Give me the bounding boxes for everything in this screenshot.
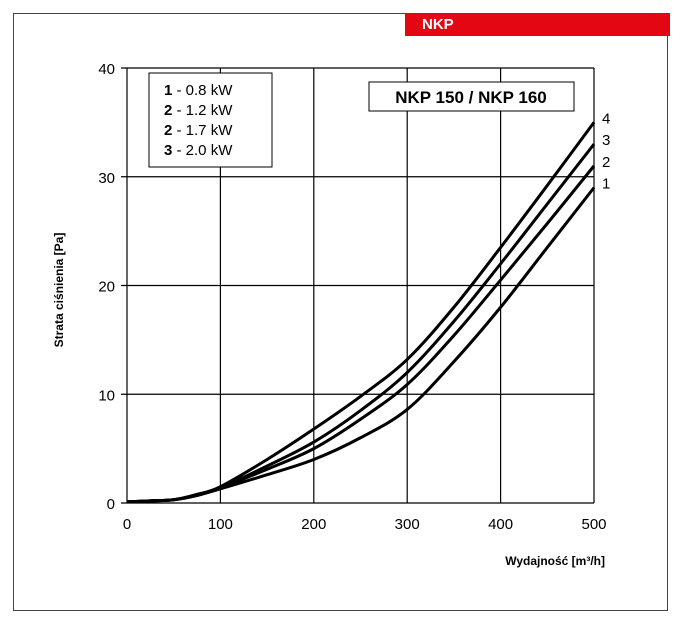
y-axis-label: Strata ciśnienia [Pa] <box>52 233 66 348</box>
y-tick-label: 0 <box>107 496 115 513</box>
legend-text: - 0.8 kW <box>172 82 233 99</box>
series-label-2: 2 <box>602 154 610 171</box>
series-label-3: 3 <box>602 132 610 149</box>
legend-entry: 3 - 2.0 kW <box>164 142 233 159</box>
x-tick-label: 300 <box>395 516 420 533</box>
chart-frame <box>13 13 668 611</box>
y-tick-label: 40 <box>98 61 115 78</box>
series-line-3 <box>126 143 596 504</box>
y-tick-label: 30 <box>98 170 115 187</box>
x-tick-label: 0 <box>123 516 131 533</box>
title-box <box>368 81 575 112</box>
series-line-4 <box>126 121 596 504</box>
y-tick-label: 10 <box>98 387 115 404</box>
x-tick-label: 200 <box>301 516 326 533</box>
series-label-4: 4 <box>602 110 610 127</box>
legend-text: - 1.7 kW <box>172 122 233 139</box>
legend-text: - 1.2 kW <box>172 102 233 119</box>
x-tick-label: 400 <box>488 516 513 533</box>
chart-title: NKP 150 / NKP 160 <box>395 88 547 107</box>
legend-number: 1 <box>164 82 172 99</box>
x-tick-label: 100 <box>208 516 233 533</box>
x-tick-label: 500 <box>581 516 606 533</box>
legend-entry: 2 - 1.2 kW <box>164 102 233 119</box>
x-axis-label: Wydajność [m³/h] <box>505 554 605 568</box>
legend-entry: 2 - 1.7 kW <box>164 122 233 139</box>
series-label-1: 1 <box>602 176 610 193</box>
legend-number: 3 <box>164 142 172 159</box>
y-tick-label: 20 <box>98 279 115 296</box>
legend-box <box>148 72 273 168</box>
legend-entry: 1 - 0.8 kW <box>164 82 233 99</box>
product-tag: NKP <box>405 13 670 36</box>
legend-number: 2 <box>164 122 172 139</box>
legend-number: 2 <box>164 102 172 119</box>
legend-text: - 2.0 kW <box>172 142 233 159</box>
